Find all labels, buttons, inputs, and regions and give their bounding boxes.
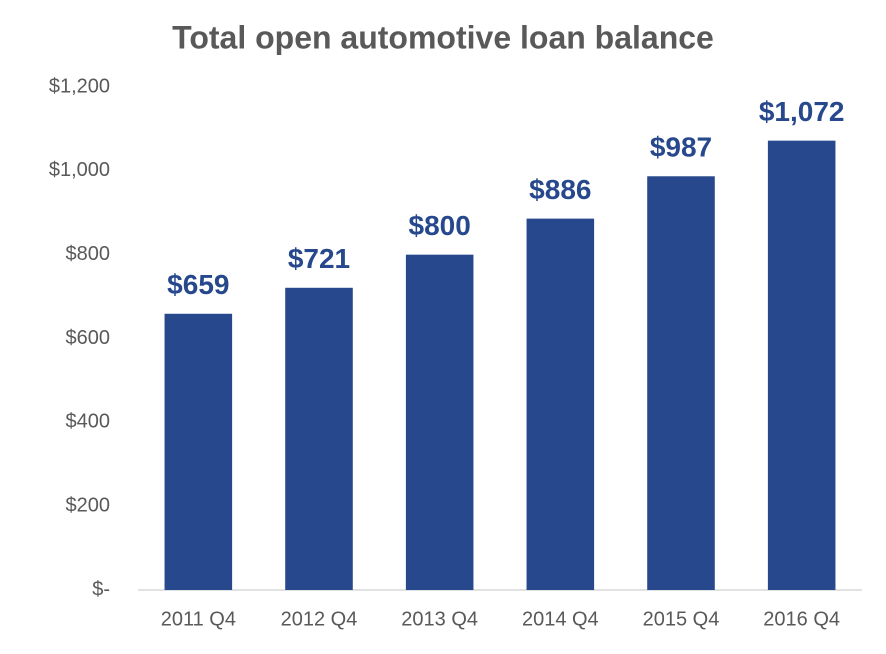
- y-tick-label: $400: [66, 411, 111, 433]
- value-label: $659: [167, 269, 229, 300]
- value-label: $987: [650, 132, 712, 163]
- x-tick-label: 2012 Q4: [281, 608, 358, 630]
- y-tick-label: $1,000: [49, 159, 110, 181]
- bar: [405, 254, 474, 590]
- value-label: $800: [409, 210, 471, 241]
- value-label: $886: [529, 174, 591, 205]
- bar: [647, 176, 715, 590]
- value-label: $721: [288, 243, 350, 274]
- x-tick-label: 2015 Q4: [643, 608, 720, 630]
- x-tick-label: 2014 Q4: [522, 608, 599, 630]
- y-tick-label: $800: [66, 243, 111, 265]
- y-tick-label: $-: [92, 578, 110, 600]
- x-tick-label: 2011 Q4: [161, 608, 236, 630]
- bar: [526, 218, 595, 590]
- chart-title: Total open automotive loan balance: [172, 19, 714, 55]
- bar: [164, 313, 233, 590]
- y-tick-label: $1,200: [49, 75, 110, 97]
- x-tick-label: 2013 Q4: [401, 608, 478, 630]
- bar: [767, 140, 836, 591]
- bar: [285, 287, 353, 590]
- y-tick-label: $200: [66, 494, 111, 516]
- x-tick-label: 2016 Q4: [763, 608, 840, 630]
- value-label: $1,072: [759, 96, 845, 127]
- y-tick-label: $600: [66, 327, 111, 349]
